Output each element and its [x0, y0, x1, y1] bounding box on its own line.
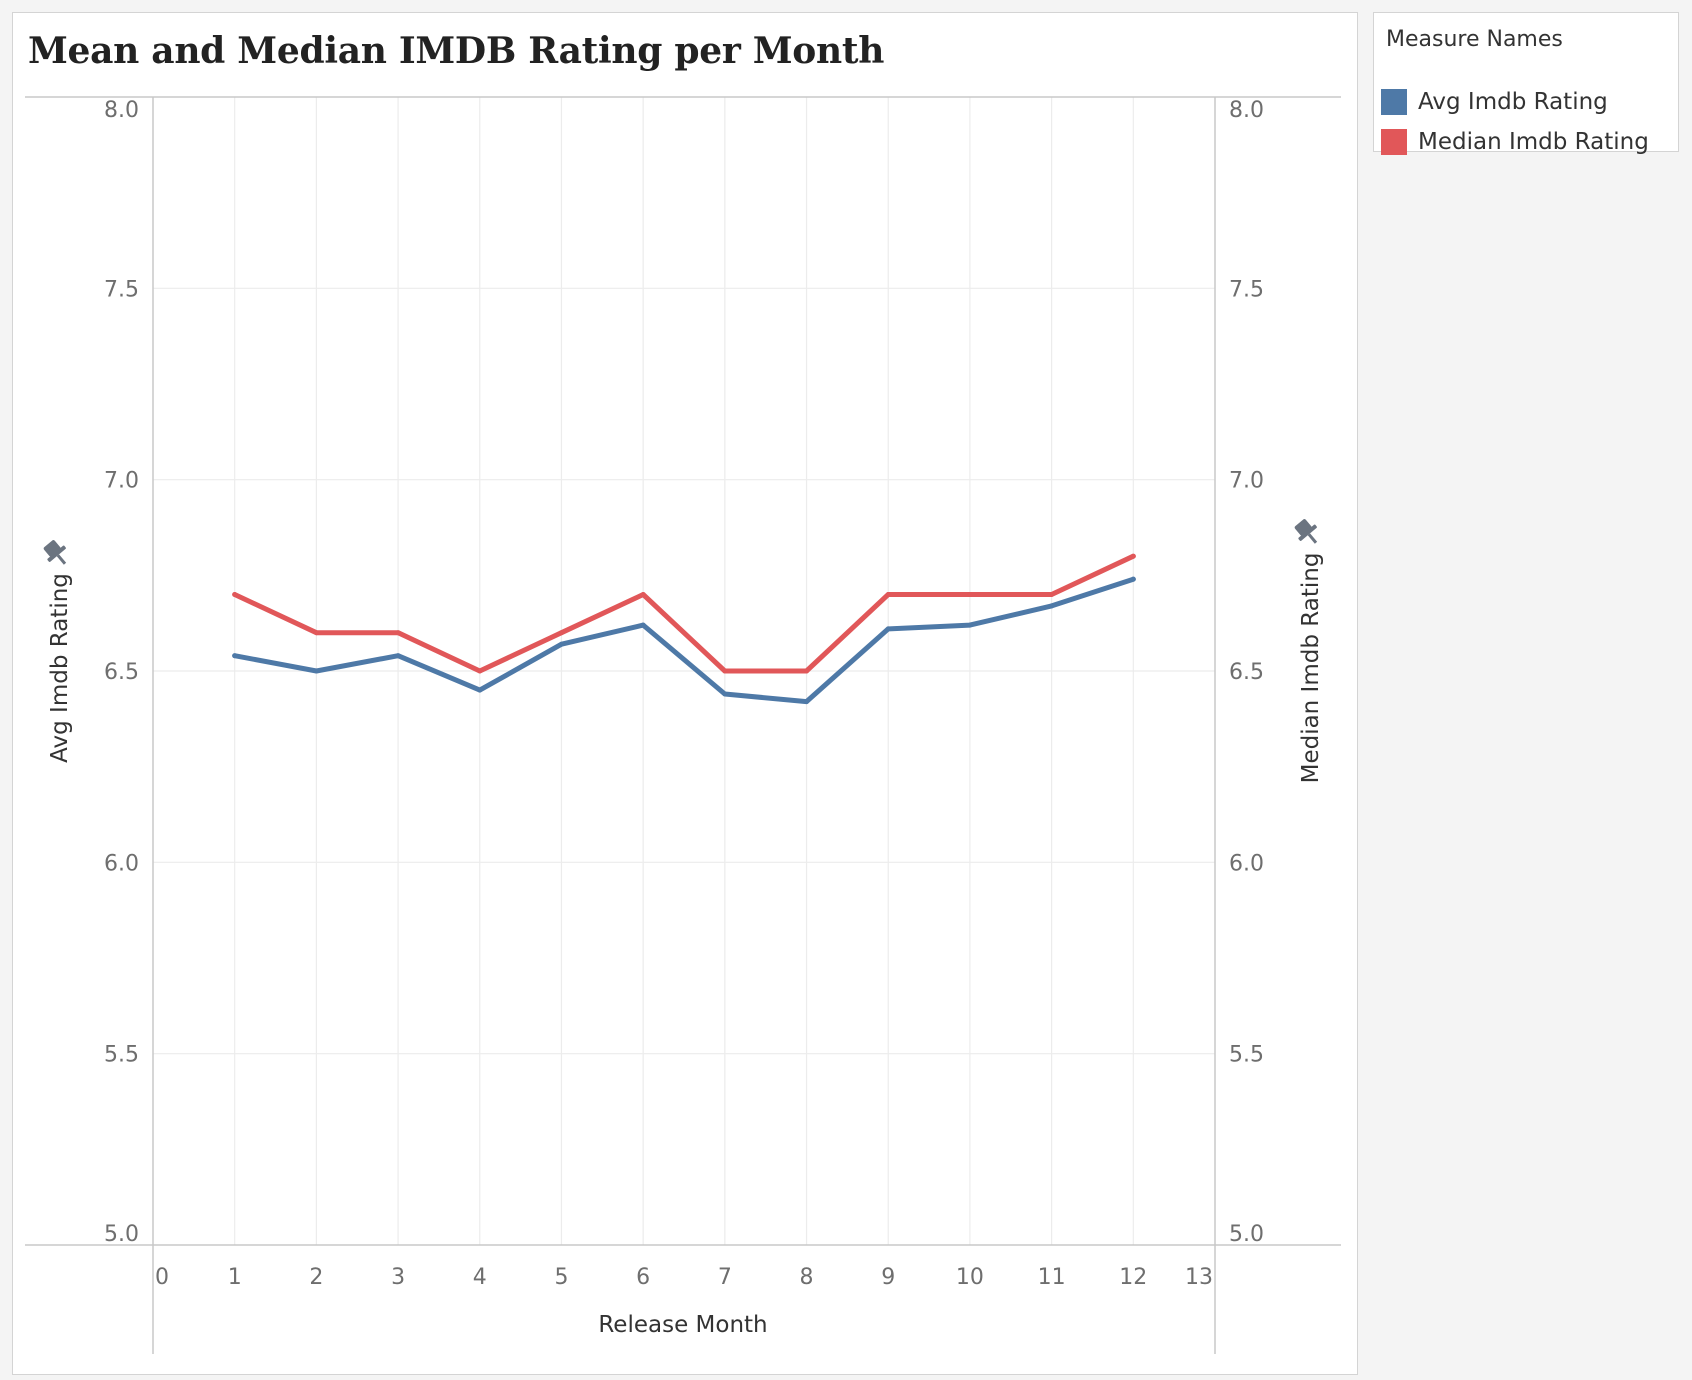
- x-tick-label: 6: [636, 1265, 650, 1290]
- median-rating-point[interactable]: [313, 630, 319, 636]
- median-rating-point[interactable]: [395, 630, 401, 636]
- avg-rating-point[interactable]: [232, 653, 238, 659]
- y-tick-label: 5.0: [104, 1222, 139, 1247]
- legend-label-avg: Avg Imdb Rating: [1418, 89, 1608, 115]
- avg-rating-point[interactable]: [804, 699, 810, 705]
- x-tick-label: 3: [391, 1265, 405, 1290]
- x-axis-title: Release Month: [598, 1312, 767, 1338]
- y2-tick-label: 6.5: [1229, 660, 1264, 685]
- avg-rating-point[interactable]: [967, 622, 973, 628]
- avg-rating-point[interactable]: [395, 653, 401, 659]
- median-rating-point[interactable]: [804, 668, 810, 674]
- median-rating-line[interactable]: [232, 553, 1136, 674]
- median-rating-point[interactable]: [1049, 591, 1055, 597]
- x-tick-label: 9: [881, 1265, 895, 1290]
- median-rating-point[interactable]: [232, 591, 238, 597]
- legend-title: Measure Names: [1386, 27, 1563, 52]
- y-tick-label: 5.5: [104, 1043, 139, 1068]
- x-tick-label: 0: [155, 1265, 169, 1290]
- pin-icon[interactable]: [1291, 516, 1325, 550]
- x-tick-label: 5: [554, 1265, 568, 1290]
- axis-layer: [25, 96, 1341, 1354]
- median-rating-point[interactable]: [967, 591, 973, 597]
- legend-label-median: Median Imdb Rating: [1418, 129, 1649, 155]
- median-rating-point[interactable]: [640, 591, 646, 597]
- avg-rating-point[interactable]: [1130, 576, 1136, 582]
- pin-icon[interactable]: [40, 537, 74, 571]
- x-tick-label: 10: [956, 1265, 984, 1290]
- avg-rating-point[interactable]: [477, 687, 483, 693]
- avg-rating-point[interactable]: [640, 622, 646, 628]
- y2-tick-label: 8.0: [1229, 98, 1264, 123]
- x-tick-label: 2: [309, 1265, 323, 1290]
- ticks-layer: 5.0 5.5 6.0 6.5 7.0 7.5 8.0 5.0 5.5 6.0 6.5 7.0 7.5 8…: [104, 98, 1264, 1290]
- lines-layer: [232, 553, 1136, 705]
- legend: Measure Names Avg Imdb Rating Median Imd…: [1373, 12, 1679, 155]
- y2-tick-label: 6.0: [1229, 851, 1264, 876]
- x-tick-label: 1: [228, 1265, 242, 1290]
- legend-item-median[interactable]: Median Imdb Rating: [1381, 127, 1671, 157]
- y-tick-label: 8.0: [104, 98, 139, 123]
- y-tick-label: 7.5: [104, 277, 139, 302]
- avg-rating-point[interactable]: [722, 691, 728, 697]
- median-rating-point[interactable]: [558, 630, 564, 636]
- avg-rating-line[interactable]: [232, 576, 1136, 705]
- y2-tick-label: 7.5: [1229, 277, 1264, 302]
- legend-item-avg[interactable]: Avg Imdb Rating: [1381, 87, 1671, 117]
- y2-axis-title[interactable]: Median Imdb Rating: [1298, 553, 1324, 784]
- legend-swatch-avg: [1381, 89, 1407, 115]
- y-axis-title[interactable]: Avg Imdb Rating: [47, 573, 73, 763]
- median-rating-point[interactable]: [1130, 553, 1136, 559]
- y2-tick-label: 7.0: [1229, 469, 1264, 494]
- y-tick-label: 7.0: [104, 469, 139, 494]
- median-rating-point[interactable]: [885, 591, 891, 597]
- x-tick-label: 8: [800, 1265, 814, 1290]
- legend-swatch-median: [1381, 129, 1407, 155]
- avg-rating-point[interactable]: [313, 668, 319, 674]
- median-rating-point[interactable]: [722, 668, 728, 674]
- chart-title: Mean and Median IMDB Rating per Month: [28, 30, 885, 72]
- x-tick-label: 4: [473, 1265, 487, 1290]
- x-tick-label: 12: [1119, 1265, 1147, 1290]
- x-tick-label: 13: [1185, 1265, 1213, 1290]
- y-tick-label: 6.0: [104, 851, 139, 876]
- y2-tick-label: 5.0: [1229, 1222, 1264, 1247]
- avg-rating-point[interactable]: [558, 641, 564, 647]
- y-tick-label: 6.5: [104, 660, 139, 685]
- y2-tick-label: 5.5: [1229, 1043, 1264, 1068]
- x-tick-label: 11: [1038, 1265, 1066, 1290]
- median-rating-point[interactable]: [477, 668, 483, 674]
- avg-rating-point[interactable]: [885, 626, 891, 632]
- avg-rating-point[interactable]: [1049, 603, 1055, 609]
- x-tick-label: 7: [718, 1265, 732, 1290]
